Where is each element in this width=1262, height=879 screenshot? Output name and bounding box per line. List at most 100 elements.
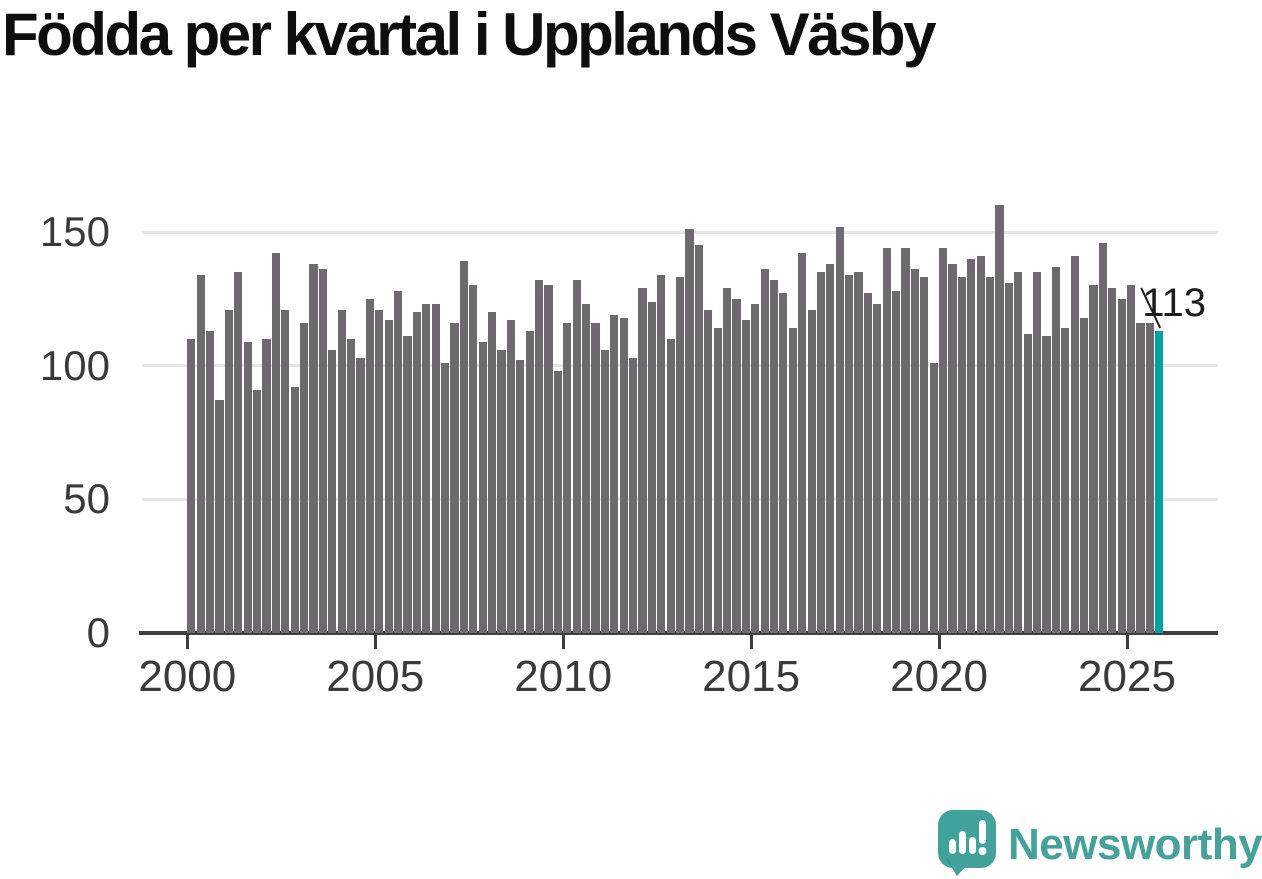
x-axis-tick (561, 635, 565, 649)
bar (1051, 266, 1060, 633)
x-axis-tick (185, 635, 189, 649)
bar (309, 264, 318, 633)
bar (816, 272, 826, 633)
bar (394, 290, 403, 633)
bar (450, 322, 459, 633)
bar (431, 304, 440, 633)
y-axis-label: 50 (63, 475, 110, 523)
x-axis-label: 2005 (326, 652, 425, 701)
bar (187, 338, 196, 633)
bar (591, 322, 600, 633)
bar (732, 298, 741, 633)
bar (741, 320, 750, 633)
bar (1080, 317, 1089, 633)
bar (459, 261, 468, 633)
bar (1145, 322, 1154, 633)
bar (196, 274, 205, 633)
bar (403, 336, 412, 633)
bar (337, 309, 346, 633)
bar (892, 290, 901, 633)
bar (704, 309, 713, 633)
bar (1127, 285, 1136, 633)
bar (441, 362, 450, 633)
bar (929, 362, 938, 633)
newsworthy-logo-icon (938, 810, 996, 876)
bar (769, 280, 779, 633)
bar (628, 357, 638, 633)
bar (1004, 282, 1014, 633)
bar (224, 309, 234, 633)
bar (939, 248, 948, 633)
bar (957, 277, 967, 633)
bar (563, 322, 572, 633)
bar (600, 349, 609, 633)
bar (1061, 328, 1070, 633)
bar (1042, 336, 1051, 633)
bar (375, 309, 384, 633)
bar (422, 304, 431, 633)
bar (901, 248, 910, 633)
x-axis-tick (937, 635, 941, 649)
bar (488, 312, 497, 633)
bar (986, 277, 995, 633)
highlighted-bar (1155, 330, 1164, 633)
bar (788, 328, 797, 633)
bar (365, 298, 375, 633)
bar (300, 322, 309, 633)
y-axis-label: 0 (86, 609, 110, 656)
bar (384, 320, 393, 633)
bar (713, 328, 722, 633)
bar (243, 341, 252, 633)
bar (666, 338, 675, 633)
x-axis-label: 2010 (514, 652, 613, 701)
bar (647, 301, 656, 633)
bar (525, 330, 534, 633)
bar (685, 229, 694, 633)
bar (798, 253, 807, 633)
newsworthy-logo-text: Newsworthy (1008, 820, 1262, 869)
bar (1136, 322, 1145, 633)
bar (290, 387, 299, 633)
bar (920, 277, 929, 633)
x-axis-tick (749, 635, 753, 649)
bar (506, 320, 515, 633)
bar (253, 389, 262, 633)
bar (262, 338, 271, 633)
bar (553, 371, 562, 633)
bar (1014, 272, 1023, 633)
bar (807, 309, 816, 633)
bar (1089, 285, 1098, 633)
bar (751, 304, 760, 633)
bar (967, 258, 976, 633)
bar (760, 269, 769, 633)
bar (995, 205, 1004, 633)
bar (638, 288, 647, 633)
bar (694, 245, 703, 633)
bar (1108, 288, 1117, 633)
bar (948, 264, 957, 633)
bar (882, 248, 891, 633)
bar (910, 269, 920, 633)
bar (1117, 298, 1126, 633)
bar (1033, 272, 1042, 633)
bar (478, 341, 487, 633)
bar (675, 277, 685, 633)
bar (722, 288, 732, 633)
bar (873, 304, 882, 633)
x-axis-tick (373, 635, 377, 649)
bar (215, 400, 224, 633)
bar (863, 293, 873, 633)
bar (356, 357, 365, 633)
bar (516, 360, 525, 633)
x-axis-line (139, 631, 1218, 635)
bar (206, 330, 215, 633)
bar (610, 314, 619, 633)
x-axis-label: 2020 (890, 652, 988, 701)
x-axis-label: 2015 (702, 652, 801, 701)
bar (1070, 256, 1079, 633)
latest-value-label: 113 (1142, 280, 1206, 325)
bar (412, 312, 421, 633)
bar (657, 274, 666, 633)
chart-title: Födda per kvartal i Upplands Väsby (2, 1, 936, 68)
bar (318, 269, 328, 633)
